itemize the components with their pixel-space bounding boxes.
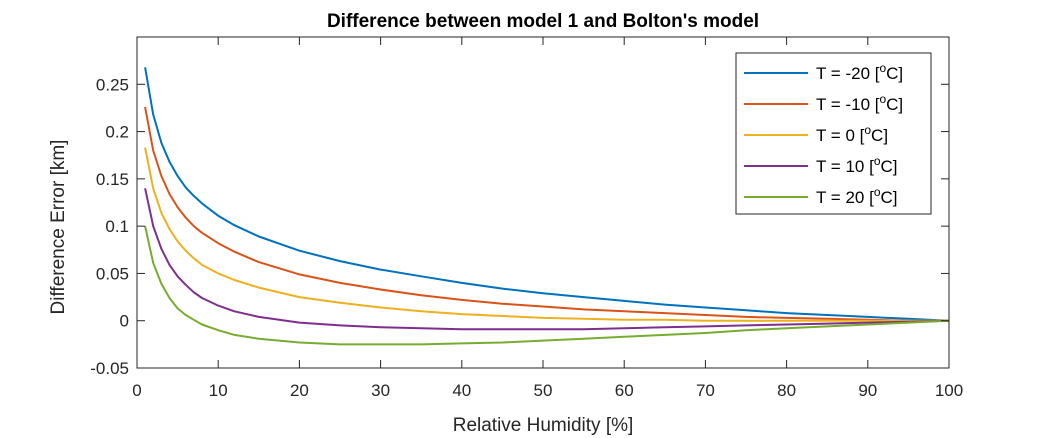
chart-title: Difference between model 1 and Bolton's … <box>327 11 759 32</box>
x-tick-label: 100 <box>935 381 963 400</box>
x-tick-label: 60 <box>615 381 634 400</box>
legend-entry: T = 10 [oC] <box>816 154 898 176</box>
legend-entry: T = 0 [oC] <box>816 123 888 145</box>
y-tick-label: 0.25 <box>96 75 129 94</box>
y-tick-label: -0.05 <box>90 359 129 378</box>
axes: 0 10 20 30 40 50 60 70 80 90 100-0.0500.050.10.150… <box>90 36 963 400</box>
x-axis-label: Relative Humidity [%] <box>453 415 634 436</box>
x-tick-label: 90 <box>858 381 877 400</box>
legend: T = -20 [oC] T = -10 [oC] T = 0 [oC] T = 10… <box>735 52 932 215</box>
legend-entry: T = 20 [oC] <box>816 185 898 207</box>
x-tick-label: 10 <box>209 381 228 400</box>
y-tick-label: 0.1 <box>105 217 129 236</box>
y-axis-label: Difference Error [km] <box>48 140 69 315</box>
series-line-3 <box>144 147 949 322</box>
series-line-2 <box>144 106 949 322</box>
x-tick-label: 30 <box>371 381 390 400</box>
series-line-1 <box>144 67 950 322</box>
y-tick-label: 0.05 <box>96 264 129 283</box>
y-tick-label: 0.15 <box>96 170 129 189</box>
legend-entry: T = -20 [oC] <box>816 61 903 83</box>
series-line-4 <box>144 188 950 331</box>
x-tick-label: 0 <box>132 381 141 400</box>
x-tick-label: 80 <box>777 381 796 400</box>
legend-box <box>735 52 932 215</box>
y-tick-label: 0.2 <box>105 123 129 142</box>
x-tick-label: 50 <box>534 381 553 400</box>
x-tick-label: 40 <box>452 381 471 400</box>
plot-lines <box>144 67 950 346</box>
x-tick-label: 70 <box>696 381 715 400</box>
legend-entry: T = -10 [oC] <box>816 92 903 114</box>
y-tick-label: 0 <box>120 312 129 331</box>
x-tick-label: 20 <box>290 381 309 400</box>
series-line-5 <box>144 225 950 346</box>
